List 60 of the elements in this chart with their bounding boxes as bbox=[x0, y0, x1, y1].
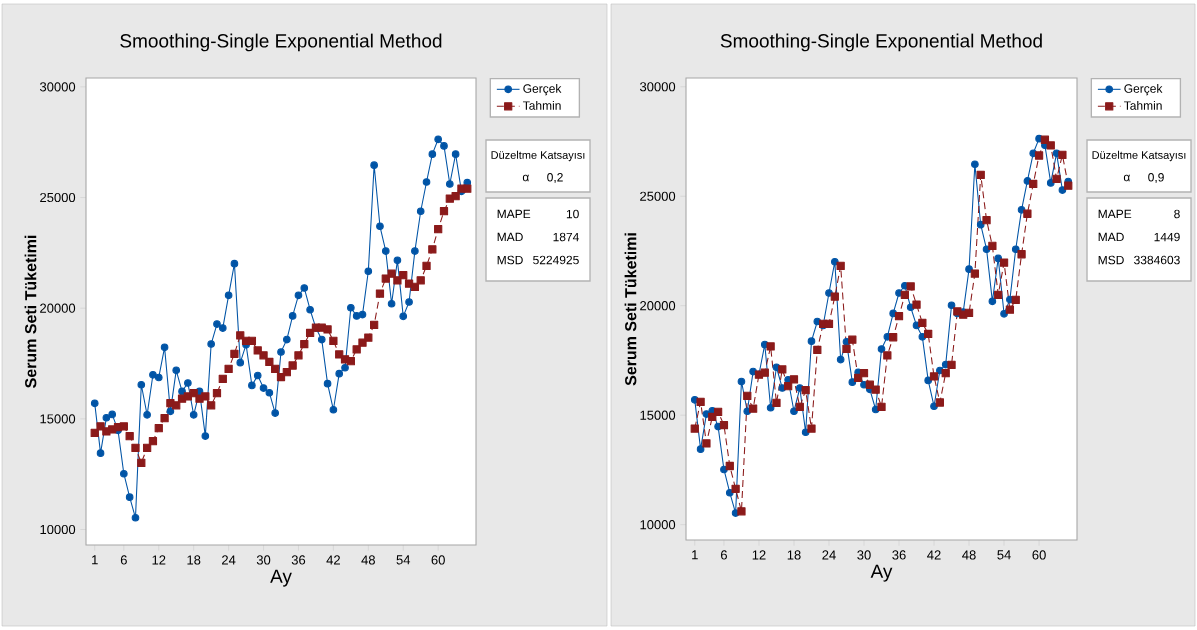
x-axis-title: Ay bbox=[270, 569, 292, 587]
legend-label: Tahmin bbox=[1124, 100, 1162, 110]
y-tick-label: 30000 bbox=[39, 82, 76, 92]
x-tick-label: 1 bbox=[92, 555, 98, 565]
legend-label: Tahmin bbox=[522, 100, 561, 110]
x-tick-label: 54 bbox=[396, 555, 411, 565]
x-tick-label: 12 bbox=[752, 550, 766, 560]
chart-title: Smoothing-Single Exponential Method bbox=[720, 33, 1042, 52]
x-tick-label: 36 bbox=[892, 550, 906, 560]
x-tick-label: 18 bbox=[187, 555, 201, 565]
text: 5224925 bbox=[533, 255, 579, 265]
y-axis-title: Serum Seti Tüketimi bbox=[24, 235, 37, 388]
text: α bbox=[522, 174, 529, 182]
text: 10 bbox=[566, 209, 579, 219]
text: MAD bbox=[497, 232, 523, 242]
x-tick-label: 12 bbox=[152, 555, 166, 565]
x-tick-label: 42 bbox=[927, 550, 941, 560]
x-tick-label: 36 bbox=[291, 555, 306, 565]
x-tick-label: 48 bbox=[962, 550, 976, 560]
x-tick-label: 60 bbox=[431, 555, 445, 565]
y-tick-label: 25000 bbox=[640, 191, 676, 201]
y-tick-label: 10000 bbox=[40, 524, 76, 535]
text: Düzeltme Katsayısı bbox=[1092, 150, 1186, 162]
x-tick-label: 24 bbox=[222, 555, 236, 565]
x-tick-label: 6 bbox=[120, 555, 127, 565]
x-tick-label: 6 bbox=[720, 550, 727, 560]
text: MAPE bbox=[497, 209, 531, 219]
text: 8 bbox=[1174, 209, 1180, 219]
text: 1449 bbox=[1154, 232, 1180, 242]
x-tick-label: 30 bbox=[256, 555, 271, 565]
y-axis-title: Serum Seti Tüketimi bbox=[624, 233, 637, 386]
x-tick-label: 18 bbox=[787, 550, 801, 560]
y-tick-label: 10000 bbox=[640, 520, 676, 530]
text: 0,9 bbox=[1148, 173, 1164, 183]
x-tick-label: 54 bbox=[997, 550, 1011, 560]
x-tick-label: 1 bbox=[692, 550, 698, 560]
legend-label: Gerçek bbox=[523, 83, 562, 96]
y-tick-label: 20000 bbox=[640, 301, 676, 311]
y-tick-label: 25000 bbox=[40, 192, 76, 203]
text: MSD bbox=[497, 255, 523, 265]
y-tick-label: 15000 bbox=[640, 410, 676, 420]
y-tick-label: 30000 bbox=[640, 82, 676, 92]
text: 1874 bbox=[553, 232, 579, 242]
text: MAD bbox=[1098, 232, 1124, 242]
x-tick-label: 48 bbox=[361, 555, 375, 565]
x-axis-title: Ay bbox=[870, 564, 893, 582]
text: MAPE bbox=[1098, 209, 1132, 219]
y-tick-label: 15000 bbox=[40, 414, 76, 424]
text: 3384603 bbox=[1134, 255, 1180, 265]
text: α bbox=[1123, 174, 1130, 182]
text: 0,2 bbox=[547, 173, 563, 183]
x-tick-label: 60 bbox=[1032, 550, 1046, 560]
text: MSD bbox=[1098, 255, 1124, 265]
x-tick-label: 24 bbox=[822, 550, 836, 560]
chart-title: Smoothing-Single Exponential Method bbox=[120, 33, 442, 52]
x-tick-label: 30 bbox=[857, 550, 871, 560]
legend-label: Gerçek bbox=[1124, 83, 1163, 96]
y-tick-label: 20000 bbox=[40, 303, 76, 313]
text: Düzeltme Katsayısı bbox=[491, 150, 585, 162]
x-tick-label: 42 bbox=[326, 555, 340, 565]
